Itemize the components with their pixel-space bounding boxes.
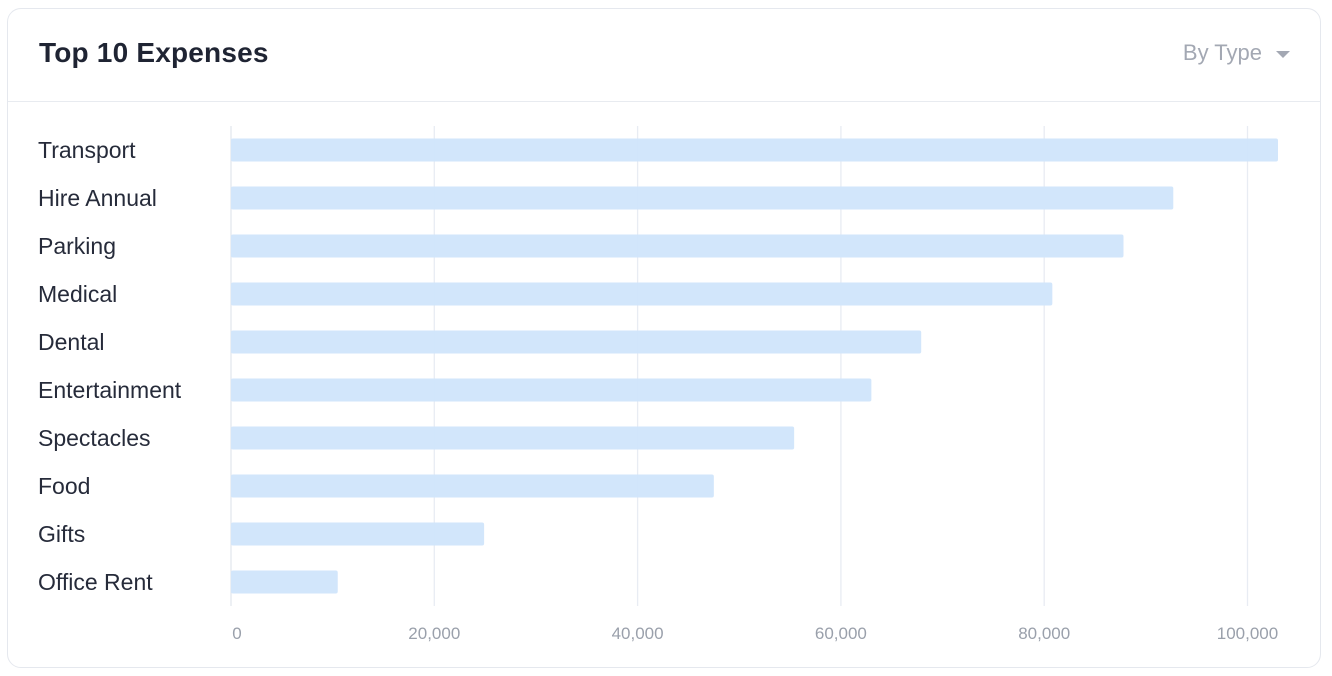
card-title: Top 10 Expenses <box>39 37 269 68</box>
category-label: Gifts <box>38 521 85 547</box>
x-tick-label: 20,000 <box>408 624 460 643</box>
category-label: Office Rent <box>38 569 153 595</box>
x-tick-label: 0 <box>232 624 241 643</box>
bar <box>231 378 872 402</box>
bar <box>231 330 922 354</box>
x-tick-label: 60,000 <box>815 624 867 643</box>
x-tick-label: 80,000 <box>1018 624 1070 643</box>
bar <box>231 570 338 594</box>
chevron-down-icon <box>1276 50 1290 58</box>
card-header: Top 10 Expenses By Type <box>8 9 1320 102</box>
bar <box>231 426 795 450</box>
dropdown-label: By Type <box>1182 40 1262 65</box>
category-label: Dental <box>38 329 104 355</box>
category-label: Food <box>38 473 90 499</box>
category-label: Entertainment <box>38 377 182 403</box>
category-label: Spectacles <box>38 425 151 451</box>
category-label: Hire Annual <box>38 185 157 211</box>
bar <box>231 522 485 546</box>
bar <box>231 186 1174 210</box>
category-label: Transport <box>38 137 136 163</box>
type-filter-dropdown[interactable]: By Type <box>1183 40 1290 66</box>
x-tick-label: 40,000 <box>612 624 664 643</box>
category-label: Medical <box>38 281 117 307</box>
bar <box>231 474 714 498</box>
bar <box>231 138 1278 162</box>
category-label: Parking <box>38 233 116 259</box>
x-tick-label: 100,000 <box>1217 624 1278 643</box>
bar <box>231 234 1124 258</box>
bar <box>231 282 1053 306</box>
